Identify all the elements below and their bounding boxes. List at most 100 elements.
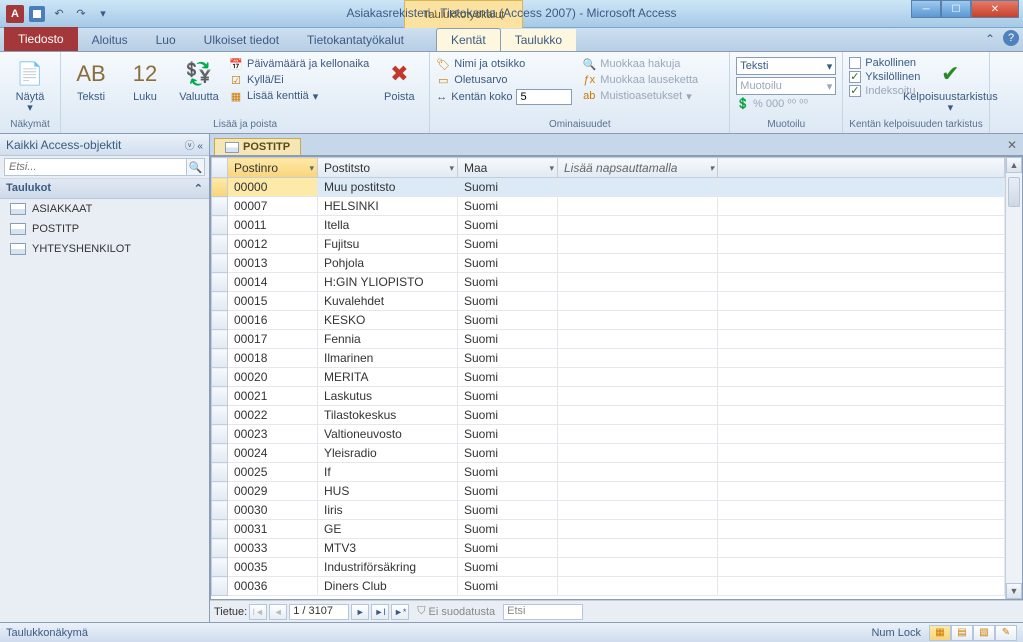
cell-postinro[interactable]: 00000	[228, 178, 318, 197]
row-selector[interactable]	[212, 254, 228, 273]
delete-field-button[interactable]: ✖Poista	[375, 54, 423, 103]
row-selector[interactable]	[212, 235, 228, 254]
cell-empty[interactable]	[558, 406, 718, 425]
cell-postitsto[interactable]: MERITA	[318, 368, 458, 387]
cell-postitsto[interactable]: Valtioneuvosto	[318, 425, 458, 444]
cell-postinro[interactable]: 00017	[228, 330, 318, 349]
tab-dbtools[interactable]: Tietokantatyökalut	[293, 29, 418, 51]
yesno-field-button[interactable]: ☑Kyllä/Ei	[229, 73, 369, 87]
table-row[interactable]: 00025IfSuomi	[212, 463, 1005, 482]
design-view-button[interactable]: ✎	[995, 625, 1017, 641]
col-maa[interactable]: Maa▾	[458, 158, 558, 178]
cell-empty[interactable]	[558, 311, 718, 330]
row-selector[interactable]	[212, 273, 228, 292]
row-selector[interactable]	[212, 387, 228, 406]
col-add-new[interactable]: Lisää napsauttamalla▾	[558, 158, 718, 178]
scroll-up-button[interactable]: ▲	[1006, 157, 1022, 173]
table-row[interactable]: 00020MERITASuomi	[212, 368, 1005, 387]
datetime-field-button[interactable]: 📅Päivämäärä ja kellonaika	[229, 57, 369, 71]
nav-table-postitp[interactable]: POSTITP	[0, 219, 209, 239]
table-row[interactable]: 00024YleisradioSuomi	[212, 444, 1005, 463]
nav-next-button[interactable]: ►	[351, 604, 369, 620]
table-row[interactable]: 00011ItellaSuomi	[212, 216, 1005, 235]
col-postinro[interactable]: Postinro▾	[228, 158, 318, 178]
scroll-thumb[interactable]	[1008, 177, 1020, 207]
cell-maa[interactable]: Suomi	[458, 387, 558, 406]
qat-undo-button[interactable]: ↶	[50, 5, 68, 23]
nav-prev-button[interactable]: ◄	[269, 604, 287, 620]
validation-button[interactable]: ✔Kelpoisuustarkistus▾	[926, 54, 974, 114]
cell-postinro[interactable]: 00013	[228, 254, 318, 273]
cell-postinro[interactable]: 00020	[228, 368, 318, 387]
ribbon-minimize-icon[interactable]: ⌃	[981, 30, 999, 48]
cell-empty[interactable]	[558, 558, 718, 577]
cell-empty[interactable]	[558, 425, 718, 444]
table-row[interactable]: 00018IlmarinenSuomi	[212, 349, 1005, 368]
row-selector[interactable]	[212, 558, 228, 577]
cell-postitsto[interactable]: Iiris	[318, 501, 458, 520]
datatype-combo[interactable]: Teksti▾	[736, 57, 836, 75]
cell-postinro[interactable]: 00030	[228, 501, 318, 520]
cell-maa[interactable]: Suomi	[458, 349, 558, 368]
table-row[interactable]: 00014H:GIN YLIOPISTOSuomi	[212, 273, 1005, 292]
cell-postitsto[interactable]: Laskutus	[318, 387, 458, 406]
cell-postitsto[interactable]: Yleisradio	[318, 444, 458, 463]
cell-empty[interactable]	[558, 349, 718, 368]
cell-empty[interactable]	[558, 577, 718, 596]
table-row[interactable]: 00012FujitsuSuomi	[212, 235, 1005, 254]
cell-maa[interactable]: Suomi	[458, 520, 558, 539]
row-selector[interactable]	[212, 539, 228, 558]
filter-status[interactable]: ⛉Ei suodatusta	[417, 605, 495, 618]
table-row[interactable]: 00015KuvalehdetSuomi	[212, 292, 1005, 311]
app-icon[interactable]: A	[6, 5, 24, 23]
cell-postitsto[interactable]: Fujitsu	[318, 235, 458, 254]
cell-maa[interactable]: Suomi	[458, 273, 558, 292]
cell-postitsto[interactable]: Fennia	[318, 330, 458, 349]
row-selector[interactable]	[212, 330, 228, 349]
cell-maa[interactable]: Suomi	[458, 178, 558, 197]
qat-customize-button[interactable]: ▾	[94, 5, 112, 23]
cell-postitsto[interactable]: MTV3	[318, 539, 458, 558]
maximize-button[interactable]: ☐	[941, 0, 971, 18]
table-row[interactable]: 00036Diners ClubSuomi	[212, 577, 1005, 596]
cell-empty[interactable]	[558, 387, 718, 406]
cell-postinro[interactable]: 00015	[228, 292, 318, 311]
table-row[interactable]: 00035IndustriförsäkringSuomi	[212, 558, 1005, 577]
vertical-scrollbar[interactable]: ▲ ▼	[1005, 157, 1022, 599]
text-field-button[interactable]: ABTeksti	[67, 54, 115, 103]
tab-create[interactable]: Luo	[142, 29, 190, 51]
unique-check[interactable]: Yksilöllinen	[849, 71, 920, 83]
cell-empty[interactable]	[558, 292, 718, 311]
cell-maa[interactable]: Suomi	[458, 292, 558, 311]
cell-postitsto[interactable]: Ilmarinen	[318, 349, 458, 368]
cell-maa[interactable]: Suomi	[458, 311, 558, 330]
required-check[interactable]: Pakollinen	[849, 57, 920, 69]
datasheet-view-button[interactable]: ▦	[929, 625, 951, 641]
cell-empty[interactable]	[558, 273, 718, 292]
cell-empty[interactable]	[558, 539, 718, 558]
cell-postitsto[interactable]: Pohjola	[318, 254, 458, 273]
table-row[interactable]: 00016KESKOSuomi	[212, 311, 1005, 330]
help-icon[interactable]: ?	[1003, 30, 1019, 46]
cell-postinro[interactable]: 00029	[228, 482, 318, 501]
row-selector[interactable]	[212, 501, 228, 520]
cell-postinro[interactable]: 00016	[228, 311, 318, 330]
record-search-input[interactable]: Etsi	[503, 604, 583, 620]
table-row[interactable]: 00030IirisSuomi	[212, 501, 1005, 520]
nav-collapse-icon[interactable]: ⓥ «	[185, 137, 203, 152]
cell-postinro[interactable]: 00033	[228, 539, 318, 558]
cell-maa[interactable]: Suomi	[458, 235, 558, 254]
search-icon[interactable]: 🔍	[187, 158, 205, 176]
qat-save-button[interactable]	[28, 5, 46, 23]
number-field-button[interactable]: 12Luku	[121, 54, 169, 103]
tab-home[interactable]: Aloitus	[78, 29, 142, 51]
cell-postinro[interactable]: 00036	[228, 577, 318, 596]
row-selector[interactable]	[212, 444, 228, 463]
name-title-button[interactable]: 🏷Nimi ja otsikko	[436, 57, 576, 71]
nav-first-button[interactable]: I◄	[249, 604, 267, 620]
document-close-button[interactable]: ✕	[1007, 138, 1017, 152]
cell-postitsto[interactable]: Tilastokeskus	[318, 406, 458, 425]
qat-redo-button[interactable]: ↷	[72, 5, 90, 23]
cell-empty[interactable]	[558, 368, 718, 387]
cell-postinro[interactable]: 00035	[228, 558, 318, 577]
